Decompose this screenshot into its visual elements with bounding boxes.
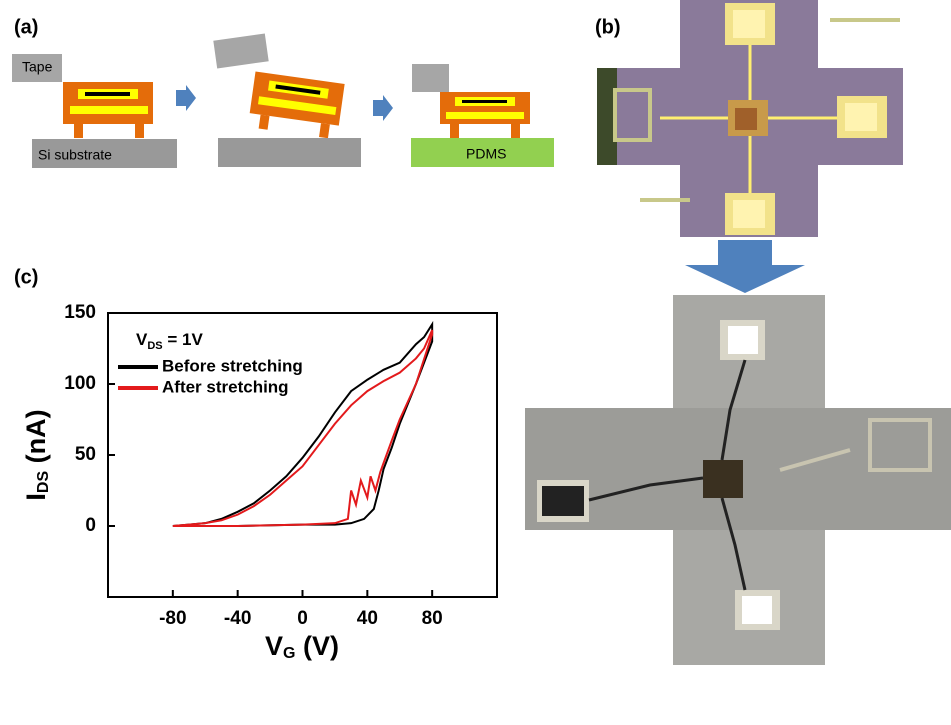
tape-label: Tape <box>22 59 53 75</box>
y-axis-label-sub: DS <box>35 471 52 494</box>
legend-label: After stretching <box>162 377 289 396</box>
x-axis-label-sub: G <box>283 645 295 662</box>
arrow <box>373 95 393 121</box>
x-tick-label: 40 <box>357 608 378 629</box>
data-line <box>172 320 434 527</box>
legend-title-rest: = 1V <box>163 330 204 349</box>
y-tick-label: 100 <box>64 373 96 394</box>
legend-title: VDS = 1V <box>136 330 203 351</box>
x-axis-label-unit: (V) <box>295 631 339 661</box>
tape <box>12 54 62 82</box>
y-tick-label: 50 <box>75 444 96 465</box>
arrow <box>176 85 196 111</box>
legend-title-main: V <box>136 330 148 349</box>
legend-label: Before stretching <box>162 356 303 375</box>
panel-label: (b) <box>595 16 621 38</box>
device <box>249 71 345 139</box>
pdms <box>411 138 554 167</box>
y-axis-label-main: I <box>21 493 51 501</box>
device <box>440 92 530 138</box>
micrograph-after <box>525 295 951 665</box>
x-tick-label: 80 <box>422 608 443 629</box>
tape <box>412 64 449 92</box>
substrate-label: Si substrate <box>38 147 112 163</box>
x-tick-label: -80 <box>159 608 186 629</box>
y-tick-label: 150 <box>64 302 96 323</box>
micrograph-before <box>597 0 903 237</box>
y-axis-label: IDS (nA) <box>21 409 52 500</box>
x-tick-label: 0 <box>297 608 308 629</box>
substrate <box>32 139 177 168</box>
arrow <box>685 240 805 293</box>
pdms-label: PDMS <box>466 146 506 162</box>
x-axis-label-main: V <box>265 631 283 661</box>
substrate <box>218 138 361 167</box>
x-tick-label: -40 <box>224 608 251 629</box>
legend-title-sub: DS <box>147 340 162 352</box>
panel-label: (a) <box>14 16 38 38</box>
y-tick-label: 0 <box>85 515 96 536</box>
device <box>63 82 153 138</box>
panel-label: (c) <box>14 266 38 288</box>
x-axis-label: VG (V) <box>265 631 339 662</box>
data-line <box>172 329 434 527</box>
tape <box>213 33 269 69</box>
y-axis-label-unit: (nA) <box>21 409 51 470</box>
